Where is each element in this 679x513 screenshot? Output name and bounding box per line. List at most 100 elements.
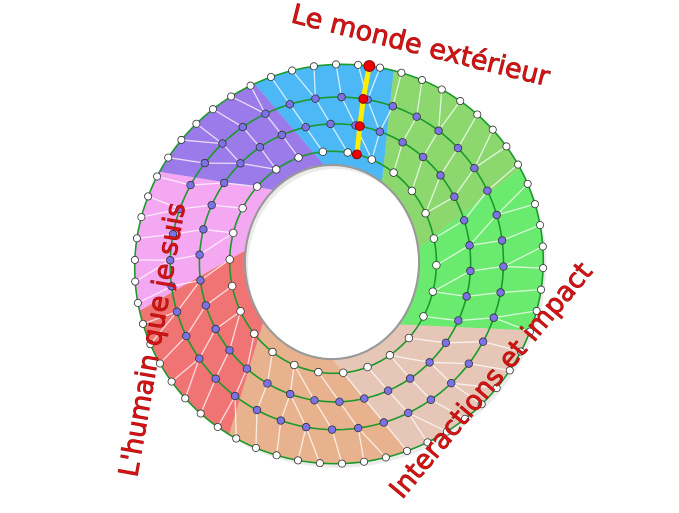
mesh-line xyxy=(136,233,174,240)
mesh-line xyxy=(203,228,234,234)
highlight-node xyxy=(363,60,376,72)
middle-node xyxy=(195,354,204,363)
mesh-line xyxy=(430,399,466,420)
middle-node xyxy=(196,276,205,285)
middle-node xyxy=(201,301,211,310)
mesh-line xyxy=(172,228,204,235)
middle-node xyxy=(301,122,310,132)
mesh-line xyxy=(330,123,349,153)
mesh-line xyxy=(357,427,387,458)
mesh-line xyxy=(496,183,529,216)
outer-node xyxy=(477,400,486,409)
mesh-line xyxy=(432,291,467,298)
middle-node xyxy=(301,422,311,432)
mesh-line xyxy=(230,95,266,115)
mesh-line xyxy=(142,311,178,325)
middle-node xyxy=(434,126,443,135)
outer-node xyxy=(354,60,363,69)
outer-node xyxy=(309,62,318,71)
middle-node xyxy=(405,374,415,383)
outer-node xyxy=(138,319,147,328)
middle-node xyxy=(276,416,286,425)
outer-node xyxy=(137,213,146,222)
mesh-line xyxy=(482,341,522,353)
mesh-line xyxy=(198,328,217,359)
mesh-line xyxy=(228,311,242,351)
middle-node xyxy=(335,397,344,406)
mesh-line xyxy=(422,130,440,158)
inner-node xyxy=(229,228,238,238)
outer-node xyxy=(196,409,205,418)
middle-node xyxy=(483,186,492,195)
middle-node xyxy=(182,331,191,341)
inner-node xyxy=(253,182,262,191)
middle-node xyxy=(404,408,413,418)
mesh-line xyxy=(411,156,424,192)
middle-node xyxy=(230,391,240,401)
mesh-line xyxy=(469,214,498,246)
outer-node xyxy=(473,110,482,119)
middle-node xyxy=(454,316,463,325)
mesh-line xyxy=(429,361,469,365)
outer-node xyxy=(360,457,369,466)
inner-node xyxy=(343,148,352,157)
outer-node xyxy=(531,200,540,209)
outer-node xyxy=(397,68,406,77)
outer-node xyxy=(208,105,217,114)
middle-node xyxy=(466,266,475,276)
outer-node xyxy=(132,234,141,243)
sector-red xyxy=(139,250,264,435)
outer-node xyxy=(537,285,546,294)
mesh-line xyxy=(436,244,470,266)
inner-node xyxy=(268,347,277,357)
mesh-line xyxy=(357,427,365,462)
outer-node xyxy=(516,347,525,356)
mesh-line xyxy=(313,399,333,430)
outer-node xyxy=(288,66,297,75)
mesh-line xyxy=(387,390,409,414)
outer-node xyxy=(418,76,427,85)
mesh-line xyxy=(215,310,241,330)
mesh-line xyxy=(503,245,544,268)
mesh-line xyxy=(473,129,494,169)
outer-node xyxy=(525,327,534,336)
mesh-line xyxy=(407,412,448,433)
middle-node xyxy=(436,171,445,180)
outer-node xyxy=(192,119,201,128)
mesh-line xyxy=(200,258,231,281)
outer-node xyxy=(232,434,241,443)
middle-node xyxy=(379,418,388,427)
mesh-line xyxy=(179,204,212,210)
middle-node xyxy=(327,425,337,434)
mesh-line xyxy=(409,378,432,401)
mesh-line xyxy=(134,259,171,283)
outer-node xyxy=(403,446,412,455)
middle-node xyxy=(175,204,185,214)
mesh-line xyxy=(159,335,187,364)
mesh-line xyxy=(212,108,244,128)
outer-node xyxy=(146,340,155,349)
middle-node xyxy=(354,423,363,433)
outer-node xyxy=(133,298,142,307)
middle-node xyxy=(218,139,227,148)
mesh-line xyxy=(181,139,223,145)
mesh-line xyxy=(453,167,475,198)
mesh-line xyxy=(493,310,537,319)
inner-node xyxy=(225,255,234,264)
mesh-line xyxy=(408,337,446,344)
mesh-line xyxy=(458,317,494,322)
outer-node xyxy=(502,142,511,151)
middle-node xyxy=(242,364,252,373)
middle-node xyxy=(211,324,220,334)
middle-node xyxy=(497,236,507,245)
inner-node xyxy=(428,287,438,296)
mesh-line xyxy=(500,288,542,294)
middle-node xyxy=(383,386,393,395)
outer-node xyxy=(461,414,470,423)
middle-node xyxy=(412,112,421,121)
outer-node xyxy=(423,438,432,447)
middle-node xyxy=(238,122,247,132)
middle-node xyxy=(186,180,195,190)
mesh-line xyxy=(331,429,343,464)
inner-node xyxy=(385,351,395,360)
